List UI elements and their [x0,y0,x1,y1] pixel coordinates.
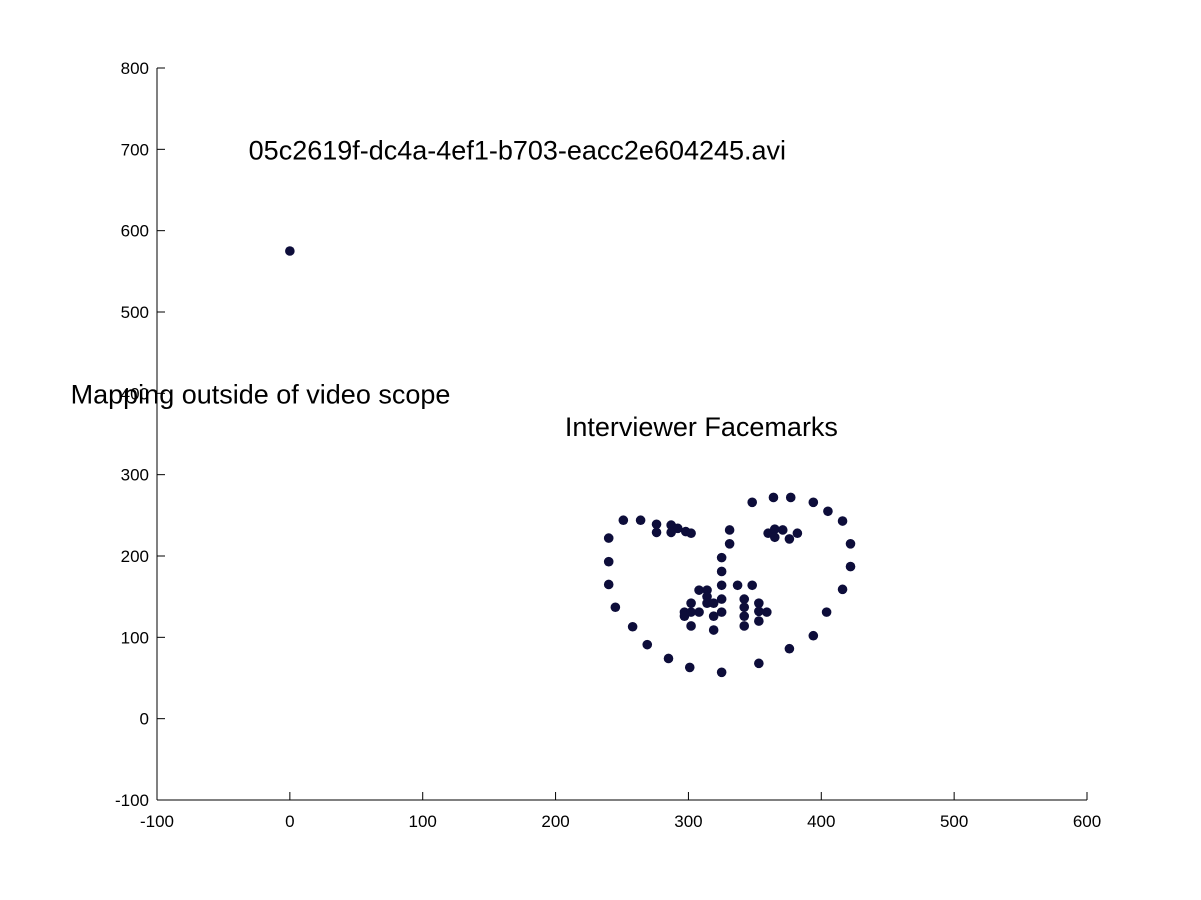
annotation-text: Mapping outside of video scope [71,379,451,409]
y-tick-label: 600 [121,222,149,241]
axes: -100 0 100 200 300 400 500 600 -100 0 100 200 300 400… [115,59,1101,831]
x-tick-label: 0 [285,812,294,831]
data-point [651,519,662,530]
data-point [808,497,819,508]
data-point [837,516,848,526]
y-tick-label: 700 [121,140,149,159]
data-point [754,598,764,608]
data-point [724,539,735,549]
data-point [603,556,614,567]
data-point [603,579,614,590]
data-point [694,585,704,595]
data-point [702,598,712,608]
data-point [618,515,629,526]
y-tick-label: 300 [121,466,149,485]
x-tick-label: 500 [940,812,968,831]
data-point [784,643,795,654]
annotations: 05c2619f-dc4a-4ef1-b703-eacc2e604245.avi… [71,135,838,442]
data-point [792,528,803,539]
annotation-text: 05c2619f-dc4a-4ef1-b703-eacc2e604245.avi [249,135,786,165]
data-point [651,527,662,538]
data-point [642,639,653,650]
y-tick-label: 200 [121,547,149,566]
y-tick-label: -100 [115,791,149,810]
x-tick-label: -100 [140,812,174,831]
x-tick-label: 300 [674,812,702,831]
data-point [769,532,780,543]
data-point [686,607,696,617]
data-points [285,246,856,678]
data-point [285,246,295,256]
data-point [754,606,764,617]
data-point [821,607,832,617]
data-point [837,584,848,595]
data-point [686,528,696,539]
data-point [635,515,646,526]
data-point [754,658,764,669]
data-point [724,525,735,535]
data-point [785,492,796,503]
data-point [708,611,719,621]
data-point [732,580,743,591]
x-tick-label: 200 [541,812,569,831]
data-point [716,607,727,617]
data-point [708,625,719,635]
data-point [686,598,696,608]
data-point [777,525,788,535]
data-point [823,506,833,517]
data-point [716,552,727,563]
data-point [769,524,780,534]
data-point [739,594,750,604]
data-point [762,607,772,617]
data-point [666,527,676,538]
data-point [739,611,750,621]
data-point [768,492,779,503]
data-point [739,602,750,613]
data-point [845,561,856,572]
data-point [808,630,819,641]
data-point [716,594,727,604]
y-tick-label: 0 [140,710,149,729]
data-point [610,602,621,613]
y-tick-label: 400 [121,384,149,403]
data-point [716,580,727,591]
data-point [684,662,695,673]
annotation-text: Interviewer Facemarks [565,412,838,442]
data-point [663,653,674,664]
data-point [716,667,727,678]
data-point [845,539,856,549]
data-point [716,566,727,577]
y-tick-label: 800 [121,59,149,78]
y-tick-label: 500 [121,303,149,322]
data-point [708,598,719,608]
data-point [603,533,614,543]
x-tick-label: 100 [409,812,437,831]
data-point [747,580,757,591]
data-point [739,621,750,631]
data-point [784,534,795,544]
data-point [747,497,757,508]
data-point [694,607,704,617]
data-point [627,621,638,632]
x-tick-label: 600 [1073,812,1101,831]
data-point [686,621,696,631]
y-tick-label: 100 [121,628,149,647]
data-point [754,616,764,626]
x-tick-label: 400 [807,812,835,831]
